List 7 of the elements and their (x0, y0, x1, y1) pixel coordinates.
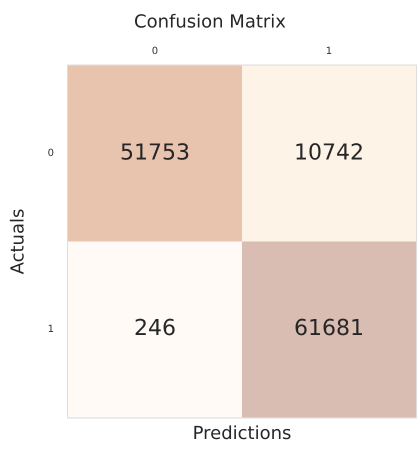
data-label: 10742 (294, 140, 364, 166)
y-axis-title: Actuals (7, 208, 28, 274)
data-label: 246 (134, 316, 176, 342)
chart-title: Confusion Matrix (134, 11, 286, 32)
data-label: 51753 (120, 140, 190, 166)
data-label: 61681 (294, 316, 364, 342)
x-axis-title: Predictions (192, 422, 292, 444)
